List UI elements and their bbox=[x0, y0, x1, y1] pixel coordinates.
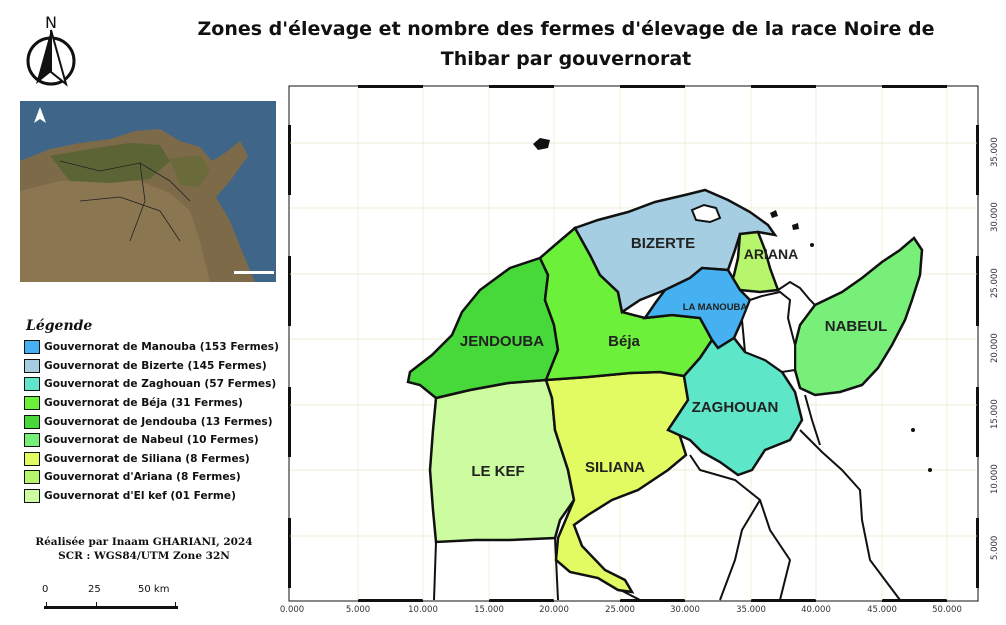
scale-bar-graphic bbox=[44, 602, 178, 609]
y-tick-label: 15.000 bbox=[990, 399, 1000, 429]
scale-label-0: 0 bbox=[42, 584, 49, 595]
map-title: Zones d'élevage et nombre des fermes d'é… bbox=[196, 14, 936, 74]
scale-label-50: 50 km bbox=[138, 584, 170, 595]
label-bizerte: BIZERTE bbox=[631, 235, 695, 252]
island-galite bbox=[533, 138, 550, 150]
island-small-5 bbox=[928, 468, 932, 472]
legend-label: Gouvernorat de Siliana (8 Fermes) bbox=[44, 452, 250, 465]
x-tick-label: 20.000 bbox=[539, 605, 569, 615]
legend-item-bizerte: Gouvernorat de Bizerte (145 Fermes) bbox=[24, 357, 274, 376]
legend-item-nabeul: Gouvernorat de Nabeul (10 Fermes) bbox=[24, 431, 274, 450]
legend-swatch bbox=[24, 377, 40, 392]
legend-label: Gouvernorat de Jendouba (13 Fermes) bbox=[44, 415, 273, 428]
label-siliana: SILIANA bbox=[585, 459, 645, 476]
author-credit: Réalisée par Inaam GHARIANI, 2024 bbox=[35, 536, 253, 548]
scale-bar: 0 25 50 km bbox=[38, 584, 188, 614]
x-tick-label: 5.000 bbox=[345, 605, 371, 615]
legend-item-manouba: Gouvernorat de Manouba (153 Fermes) bbox=[24, 338, 279, 357]
legend-item-ariana: Gouvernorat d'Ariana (8 Fermes) bbox=[24, 468, 274, 487]
coastal-area bbox=[740, 290, 796, 374]
x-tick-label: 50.000 bbox=[932, 605, 962, 615]
crs-credit: SCR : WGS84/UTM Zone 32N bbox=[58, 550, 230, 562]
legend-swatch bbox=[24, 340, 40, 355]
legend-item-zaghouan: Gouvernorat de Zaghouan (57 Fermes) bbox=[24, 375, 277, 394]
y-tick-label: 20.000 bbox=[990, 333, 1000, 363]
x-tick-label: 25.000 bbox=[605, 605, 635, 615]
legend-label: Gouvernorat d'Ariana (8 Fermes) bbox=[44, 471, 241, 484]
legend-label: Gouvernorat d'El kef (01 Ferme) bbox=[44, 490, 236, 503]
bizerte-lake bbox=[690, 203, 722, 224]
island-small-2 bbox=[792, 223, 799, 230]
legend-item-siliana: Gouvernorat de Siliana (8 Fermes) bbox=[24, 450, 274, 469]
x-tick-label: 0.000 bbox=[279, 605, 305, 615]
legend-label: Gouvernorat de Bizerte (145 Fermes) bbox=[44, 359, 267, 372]
north-arrow-icon: N bbox=[26, 13, 76, 87]
label-jendouba: JENDOUBA bbox=[460, 333, 544, 350]
title-line-2: Thibar par gouvernorat bbox=[440, 48, 692, 70]
legend-swatch bbox=[24, 489, 40, 504]
legend-title: Légende bbox=[26, 318, 93, 334]
x-tick-label: 35.000 bbox=[736, 605, 766, 615]
legend-item-jendouba: Gouvernorat de Jendouba (13 Fermes) bbox=[24, 412, 274, 431]
legend-item-lekef: Gouvernorat d'El kef (01 Ferme) bbox=[24, 487, 274, 506]
y-tick-label: 25.000 bbox=[990, 268, 1000, 298]
legend-swatch bbox=[24, 470, 40, 485]
label-manouba: LA MANOUBA bbox=[683, 302, 748, 313]
legend-swatch bbox=[24, 358, 40, 373]
x-tick-label: 15.000 bbox=[474, 605, 504, 615]
label-nabeul: NABEUL bbox=[825, 318, 888, 335]
scale-label-25: 25 bbox=[88, 584, 101, 595]
x-tick-label: 45.000 bbox=[867, 605, 897, 615]
x-tick-label: 10.000 bbox=[408, 605, 438, 615]
label-lekef: LE KEF bbox=[471, 463, 524, 480]
label-beja: Béja bbox=[608, 333, 640, 350]
legend-item-beja: Gouvernorat de Béja (31 Fermes) bbox=[24, 394, 274, 413]
map-legend: Légende Gouvernorat de Manouba (153 Ferm… bbox=[24, 318, 279, 506]
title-line-1: Zones d'élevage et nombre des fermes d'é… bbox=[197, 18, 935, 40]
sea-line bbox=[777, 280, 816, 306]
legend-swatch bbox=[24, 414, 40, 429]
region-ariana bbox=[726, 230, 780, 294]
neighbor-boundaries bbox=[433, 394, 901, 601]
x-tick-label: 30.000 bbox=[670, 605, 700, 615]
y-tick-label: 5.000 bbox=[990, 535, 1000, 560]
map-credits: Réalisée par Inaam GHARIANI, 2024 SCR : … bbox=[16, 535, 272, 563]
legend-label: Gouvernorat de Zaghouan (57 Fermes) bbox=[44, 378, 277, 391]
legend-label: Gouvernorat de Béja (31 Fermes) bbox=[44, 397, 243, 410]
frame-ticks bbox=[288, 85, 979, 602]
label-zaghouan: ZAGHOUAN bbox=[692, 399, 779, 416]
island-small-3 bbox=[810, 243, 814, 247]
satellite-inset-map bbox=[20, 101, 276, 282]
legend-label: Gouvernorat de Nabeul (10 Fermes) bbox=[44, 434, 259, 447]
island-small-1 bbox=[770, 210, 778, 218]
y-tick-label: 10.000 bbox=[990, 464, 1000, 494]
north-label: N bbox=[45, 13, 57, 32]
legend-label: Gouvernorat de Manouba (153 Fermes) bbox=[44, 341, 279, 354]
legend-swatch bbox=[24, 451, 40, 466]
label-ariana: ARIANA bbox=[744, 246, 798, 262]
region-jendouba bbox=[406, 256, 560, 400]
legend-swatch bbox=[24, 433, 40, 448]
region-nabeul bbox=[793, 236, 924, 397]
y-tick-label: 30.000 bbox=[990, 202, 1000, 232]
x-tick-label: 40.000 bbox=[801, 605, 831, 615]
island-small-4 bbox=[911, 428, 915, 432]
y-tick-label: 35.000 bbox=[990, 137, 1000, 167]
legend-swatch bbox=[24, 396, 40, 411]
